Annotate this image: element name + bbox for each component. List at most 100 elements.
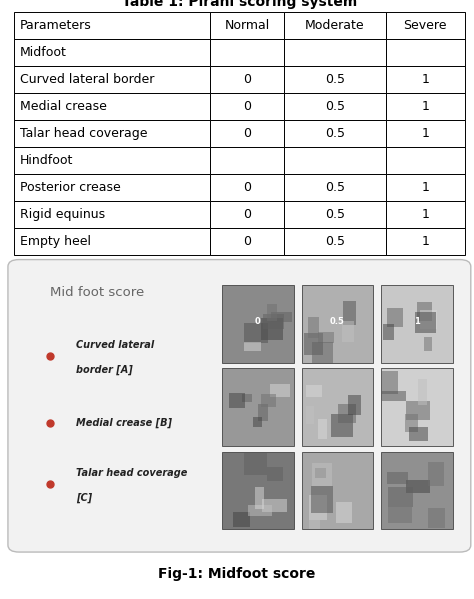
Text: Curved lateral border: Curved lateral border — [19, 73, 154, 86]
Bar — [301, 286, 374, 364]
Bar — [343, 301, 356, 325]
Bar — [210, 201, 284, 228]
Bar — [14, 201, 210, 228]
Bar — [420, 310, 437, 329]
Text: 0.5: 0.5 — [325, 208, 345, 220]
Text: 1: 1 — [421, 127, 429, 140]
Bar — [14, 39, 210, 66]
Bar — [284, 120, 386, 147]
Text: Rigid equinus: Rigid equinus — [19, 208, 105, 220]
Bar — [210, 12, 284, 39]
Bar — [342, 321, 355, 343]
Bar — [222, 368, 293, 446]
Bar — [387, 472, 408, 484]
Bar — [386, 228, 465, 255]
Text: Normal: Normal — [225, 19, 270, 32]
Bar — [348, 395, 362, 415]
Text: 0: 0 — [243, 208, 251, 220]
Bar — [428, 508, 445, 528]
Bar — [284, 66, 386, 93]
Bar — [14, 66, 210, 93]
Bar — [386, 39, 465, 66]
Bar — [14, 174, 210, 201]
Bar — [406, 401, 430, 420]
Bar — [383, 391, 406, 401]
Bar — [383, 371, 398, 394]
Bar — [315, 468, 326, 479]
Text: Fig-1: Midfoot score: Fig-1: Midfoot score — [158, 567, 316, 581]
Text: 0: 0 — [255, 317, 261, 326]
Bar — [386, 12, 465, 39]
Text: Moderate: Moderate — [305, 19, 365, 32]
Text: Posterior crease: Posterior crease — [19, 181, 120, 193]
Bar — [245, 323, 268, 343]
Bar — [311, 486, 333, 513]
Bar — [284, 147, 386, 174]
Bar — [210, 66, 284, 93]
Bar — [311, 342, 333, 363]
Bar — [386, 120, 465, 147]
Text: Parameters: Parameters — [19, 19, 91, 32]
Bar — [284, 39, 386, 66]
Text: 0: 0 — [243, 127, 251, 140]
Bar — [386, 174, 465, 201]
Bar — [301, 368, 374, 446]
Bar — [14, 228, 210, 255]
Text: 1: 1 — [421, 208, 429, 220]
Bar — [381, 368, 453, 446]
Bar — [233, 512, 250, 528]
Bar — [263, 499, 287, 512]
Bar — [409, 427, 428, 440]
Bar — [210, 174, 284, 201]
Bar — [309, 518, 320, 529]
Bar — [244, 453, 267, 476]
Text: 1: 1 — [421, 235, 429, 247]
Bar — [14, 147, 210, 174]
Bar — [267, 304, 277, 321]
Bar — [318, 419, 327, 438]
Bar — [336, 501, 352, 523]
Text: [C]: [C] — [76, 492, 92, 503]
Bar — [386, 201, 465, 228]
Bar — [255, 487, 264, 509]
Bar — [308, 317, 319, 337]
Bar — [210, 39, 284, 66]
Text: Talar head coverage: Talar head coverage — [76, 468, 188, 477]
Text: Severe: Severe — [403, 19, 447, 32]
Bar — [387, 308, 403, 327]
Bar — [258, 404, 268, 421]
Bar — [271, 311, 292, 322]
Bar — [284, 174, 386, 201]
Text: Mid foot score: Mid foot score — [50, 286, 144, 299]
Text: 1: 1 — [421, 181, 429, 193]
Bar — [254, 417, 262, 426]
FancyBboxPatch shape — [8, 259, 471, 552]
Bar — [388, 487, 413, 507]
Bar — [284, 93, 386, 120]
Bar — [306, 386, 322, 397]
Bar — [309, 495, 327, 520]
Text: 0: 0 — [243, 100, 251, 113]
Bar — [222, 452, 293, 530]
Text: Talar head coverage: Talar head coverage — [19, 127, 147, 140]
Bar — [301, 452, 374, 530]
Bar — [386, 147, 465, 174]
Bar — [381, 286, 453, 364]
Text: Medial crease [B]: Medial crease [B] — [76, 418, 172, 428]
Bar — [386, 66, 465, 93]
Bar — [331, 415, 353, 437]
Bar — [311, 464, 332, 486]
Text: 0.5: 0.5 — [325, 100, 345, 113]
Bar — [386, 93, 465, 120]
Text: border [A]: border [A] — [76, 364, 133, 375]
Bar — [418, 379, 427, 404]
Bar — [210, 93, 284, 120]
Text: Table 1: Pirani scoring system: Table 1: Pirani scoring system — [122, 0, 357, 9]
Text: Medial crease: Medial crease — [19, 100, 107, 113]
Bar — [14, 120, 210, 147]
Text: 0: 0 — [243, 181, 251, 193]
Bar — [14, 93, 210, 120]
Bar — [244, 342, 261, 351]
Bar — [210, 147, 284, 174]
Text: 0: 0 — [243, 73, 251, 86]
